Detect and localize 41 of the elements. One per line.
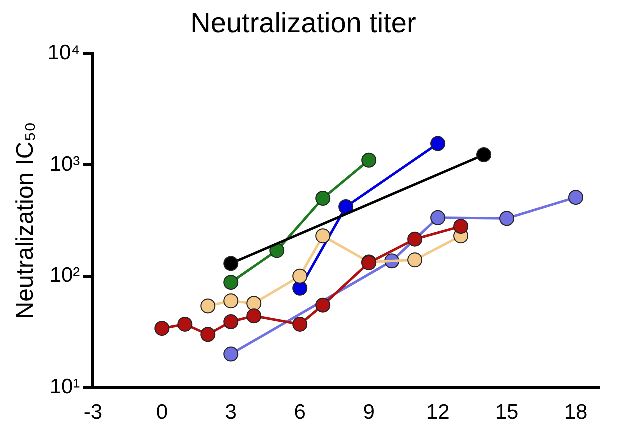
- point: [292, 268, 308, 284]
- point: [476, 147, 492, 162]
- x-tick-label: 9: [363, 401, 375, 424]
- x-tick-label: 12: [426, 401, 450, 424]
- y-tick-label: 10¹: [50, 376, 80, 399]
- x-tick-label: 6: [294, 401, 306, 424]
- point: [246, 296, 262, 312]
- point: [224, 256, 239, 272]
- y-tick-label: 10⁴: [48, 41, 80, 64]
- y-tick-label: 10³: [50, 152, 80, 176]
- point: [224, 314, 239, 330]
- x-tick-label: 15: [495, 401, 519, 424]
- point: [246, 308, 262, 324]
- point: [154, 321, 170, 336]
- point: [500, 211, 515, 226]
- point: [316, 191, 331, 206]
- point: [200, 327, 216, 342]
- point: [362, 152, 377, 168]
- point: [454, 219, 469, 234]
- y-tick-label: 10²: [50, 264, 80, 288]
- point: [316, 298, 331, 313]
- point: [408, 252, 423, 268]
- point: [178, 317, 193, 332]
- point: [430, 136, 446, 152]
- y-axis-title: Neutralization IC₅₀: [12, 122, 40, 320]
- point: [292, 280, 308, 296]
- x-tick-label: 3: [225, 401, 237, 424]
- point: [316, 228, 331, 244]
- chart-title: Neutralization titer: [190, 8, 416, 39]
- x-tick-label: -3: [84, 401, 103, 424]
- point: [224, 294, 239, 309]
- point: [568, 190, 584, 206]
- point: [430, 210, 446, 226]
- point: [200, 298, 216, 314]
- point: [224, 275, 239, 290]
- point: [224, 346, 239, 362]
- point: [292, 317, 308, 332]
- point: [338, 199, 354, 214]
- x-tick-label: 18: [564, 401, 588, 424]
- x-tick-label: 0: [156, 401, 168, 424]
- point: [408, 232, 423, 247]
